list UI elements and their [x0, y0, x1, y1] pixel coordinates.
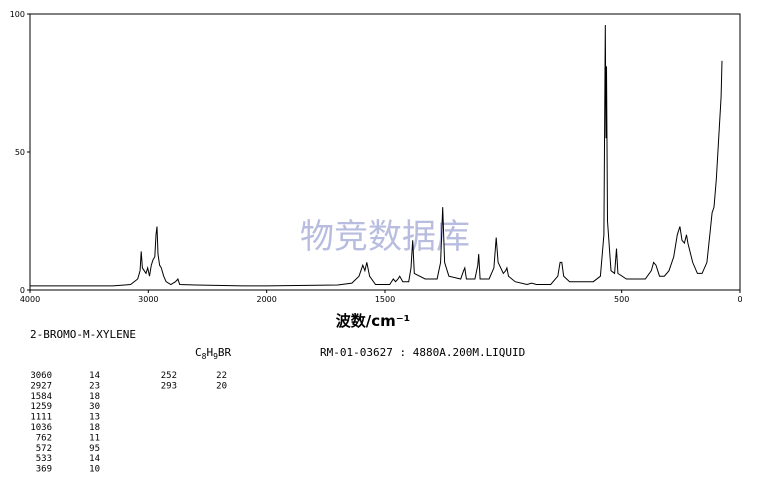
compound-name: 2-BROMO-M-XYLENE — [30, 328, 136, 341]
peak-wavenumber: 572 — [36, 444, 52, 454]
formula-element: BR — [218, 346, 232, 359]
x-tick-label: 2000 — [256, 295, 276, 304]
formula: C8H9BR — [195, 346, 232, 361]
x-axis-label: 波数/cm⁻¹ — [336, 312, 411, 330]
peak-wavenumber: 1259 — [30, 402, 52, 412]
x-tick-label: 1500 — [375, 295, 395, 304]
y-tick-label: 50 — [15, 148, 25, 157]
peak-intensity: 18 — [89, 423, 100, 433]
y-tick-label: 100 — [10, 10, 25, 19]
peak-wavenumber: 1111 — [30, 413, 52, 423]
peak-wavenumber: 533 — [36, 454, 52, 464]
record-id: RM-01-03627 : 4880A.200M.LIQUID — [320, 346, 525, 359]
peak-intensity: 13 — [89, 413, 100, 423]
peak-intensity: 22 — [216, 371, 227, 381]
peak-wavenumber: 2927 — [30, 381, 52, 391]
x-tick-label: 500 — [614, 295, 629, 304]
peak-wavenumber: 369 — [36, 465, 52, 475]
peak-wavenumber: 293 — [161, 381, 177, 391]
peak-intensity: 14 — [89, 454, 100, 464]
x-tick-label: 0 — [737, 295, 742, 304]
peak-wavenumber: 1584 — [30, 392, 52, 402]
peak-intensity: 30 — [89, 402, 100, 412]
peak-intensity: 18 — [89, 392, 100, 402]
formula-element: C — [195, 346, 202, 359]
peak-wavenumber: 3060 — [30, 371, 52, 381]
peak-intensity: 10 — [89, 465, 100, 475]
formula-element: H — [206, 346, 213, 359]
peak-wavenumber: 252 — [161, 371, 177, 381]
x-tick-label: 4000 — [20, 295, 40, 304]
x-tick-label: 3000 — [138, 295, 158, 304]
y-tick-label: 0 — [20, 286, 25, 295]
peak-intensity: 11 — [89, 433, 100, 443]
peak-wavenumber: 1036 — [30, 423, 52, 433]
formula-subscript: 8 — [202, 352, 207, 361]
peak-intensity: 95 — [89, 444, 100, 454]
spectrum-line — [30, 24, 723, 287]
formula-subscript: 9 — [213, 352, 218, 361]
peak-wavenumber: 762 — [36, 433, 52, 443]
peak-intensity: 20 — [216, 381, 227, 391]
peak-intensity: 23 — [89, 381, 100, 391]
peak-intensity: 14 — [89, 371, 100, 381]
